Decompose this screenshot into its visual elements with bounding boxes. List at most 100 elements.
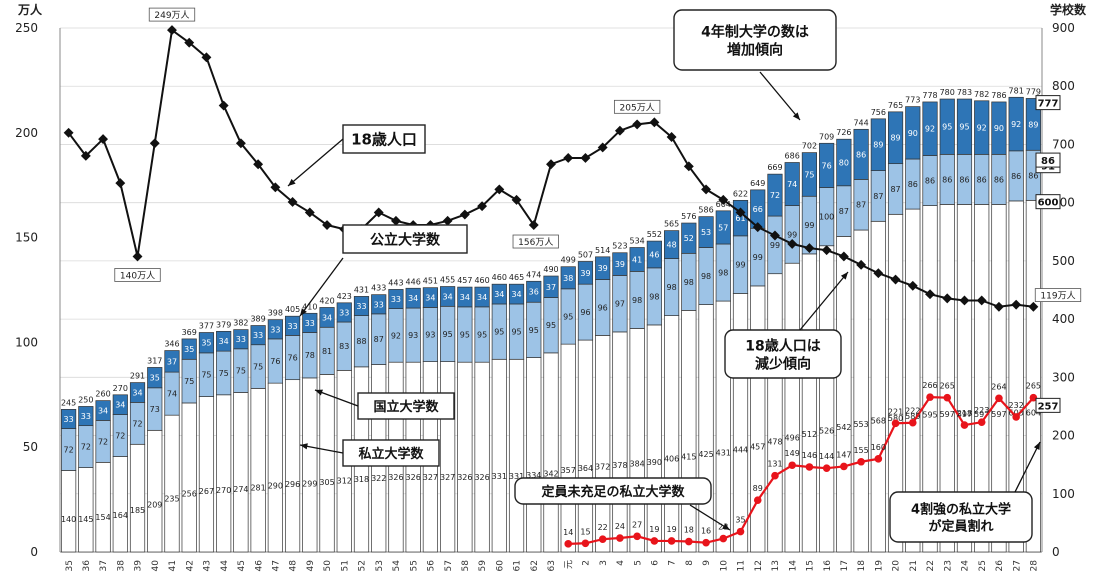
- data-label-under-capacity: 89: [753, 484, 763, 493]
- x-tick-label: 2: [582, 560, 592, 566]
- data-label-private: 457: [750, 443, 765, 452]
- arrow-under-capacity: [689, 504, 731, 531]
- marker-population-18: [459, 209, 470, 220]
- data-label-under-capacity: 149: [785, 449, 800, 458]
- data-label-under-capacity: 16: [701, 527, 711, 536]
- end-box-frame: [1035, 194, 1061, 210]
- marker-population-18: [98, 134, 109, 145]
- x-tick-label: 元: [564, 560, 574, 569]
- data-label-public: 92: [1011, 120, 1021, 129]
- bar-private: [612, 331, 628, 553]
- bar-public: [267, 319, 283, 340]
- marker-under-capacity: [633, 532, 641, 541]
- data-label-under-capacity: 147: [836, 450, 851, 459]
- bar-public: [112, 394, 128, 415]
- data-label-national: 97: [615, 300, 625, 309]
- x-tick-label: 9: [702, 560, 712, 566]
- data-label-total: 622: [733, 189, 748, 198]
- bar-public: [457, 286, 473, 308]
- data-label-private: 597: [991, 410, 1006, 419]
- marker-population-18: [1011, 299, 1022, 310]
- data-label-under-capacity: 19: [667, 525, 677, 534]
- data-label-national: 98: [718, 269, 728, 278]
- callout-text: 156万人: [518, 237, 553, 248]
- marker-population-18: [253, 159, 264, 170]
- x-tick-label: 13: [771, 560, 781, 571]
- data-label-private: 312: [337, 476, 352, 485]
- data-label-under-capacity: 146: [802, 451, 817, 460]
- arrow-univ-increase-head: [792, 112, 800, 120]
- data-label-national: 86: [994, 175, 1004, 184]
- bar-public: [698, 216, 714, 248]
- bar-private: [95, 461, 111, 553]
- bar-private: [629, 328, 645, 553]
- marker-under-capacity: [891, 419, 900, 428]
- callout-frame: [512, 234, 559, 249]
- data-label-private: 444: [733, 446, 748, 455]
- data-label-national: 95: [443, 330, 453, 339]
- data-label-total: 245: [61, 398, 76, 407]
- data-label-private: 185: [130, 506, 145, 515]
- bar-public: [526, 280, 542, 303]
- data-label-national: 98: [701, 272, 711, 281]
- data-label-private: 390: [647, 458, 662, 467]
- data-label-under-capacity: 15: [580, 527, 590, 536]
- data-label-public: 95: [942, 123, 952, 132]
- data-label-total: 773: [905, 96, 920, 105]
- data-label-private: 267: [199, 487, 214, 496]
- data-label-private: 331: [509, 472, 524, 481]
- x-tick-label: 8: [685, 560, 695, 566]
- data-label-public: 37: [167, 357, 177, 366]
- data-label-total: 460: [492, 273, 507, 282]
- data-label-private: 305: [319, 478, 334, 487]
- bar-public: [474, 286, 490, 308]
- x-tick-label: 6: [651, 560, 661, 566]
- x-tick-label: 36: [82, 560, 92, 572]
- x-tick-label: 45: [237, 560, 247, 571]
- marker-under-capacity: [685, 537, 693, 546]
- data-label-national: 95: [460, 331, 470, 340]
- x-tick-label: 38: [116, 560, 126, 572]
- arrow-public-head: [300, 308, 307, 316]
- data-label-total: 431: [354, 285, 369, 294]
- marker-population-18: [907, 280, 918, 291]
- bar-private: [164, 414, 180, 553]
- marker-population-18: [959, 295, 970, 306]
- data-label-total: 499: [561, 256, 576, 265]
- data-label-national: 76: [287, 354, 297, 363]
- data-label-under-capacity: 18: [684, 526, 694, 535]
- end-label-total: 777: [1035, 95, 1061, 111]
- data-label-national: 73: [150, 405, 160, 414]
- annotation-box-frame: [342, 124, 426, 154]
- data-label-total: 410: [302, 302, 317, 311]
- data-label-public: 34: [408, 294, 418, 303]
- x-tick-label: 5: [633, 560, 643, 566]
- data-label-total: 260: [95, 390, 110, 399]
- x-tick-label: 53: [375, 560, 385, 571]
- bar-private: [560, 343, 576, 553]
- bar-private: [78, 467, 94, 553]
- data-label-national: 96: [580, 308, 590, 317]
- marker-under-capacity: [822, 464, 831, 472]
- data-label-private: 406: [664, 454, 679, 463]
- bar-public: [216, 330, 232, 352]
- x-tick-label: 35: [65, 560, 75, 571]
- data-label-private: 568: [871, 417, 886, 426]
- data-label-total: 586: [698, 206, 713, 215]
- marker-population-18: [287, 197, 298, 207]
- left-tick-label: 100: [15, 335, 38, 349]
- data-label-national: 95: [477, 331, 487, 340]
- marker-population-18: [873, 268, 884, 279]
- bar-public: [61, 409, 77, 429]
- x-tick-label: 43: [203, 560, 213, 571]
- marker-population-18: [752, 222, 763, 233]
- data-label-public: 35: [150, 374, 160, 383]
- data-label-public: 33: [81, 412, 91, 421]
- bar-public: [870, 118, 886, 171]
- data-label-private: 595: [922, 410, 937, 419]
- bar-public: [819, 142, 835, 188]
- callout-frame: [114, 268, 161, 282]
- data-label-private: 425: [698, 450, 713, 459]
- data-label-total: 534: [629, 236, 644, 245]
